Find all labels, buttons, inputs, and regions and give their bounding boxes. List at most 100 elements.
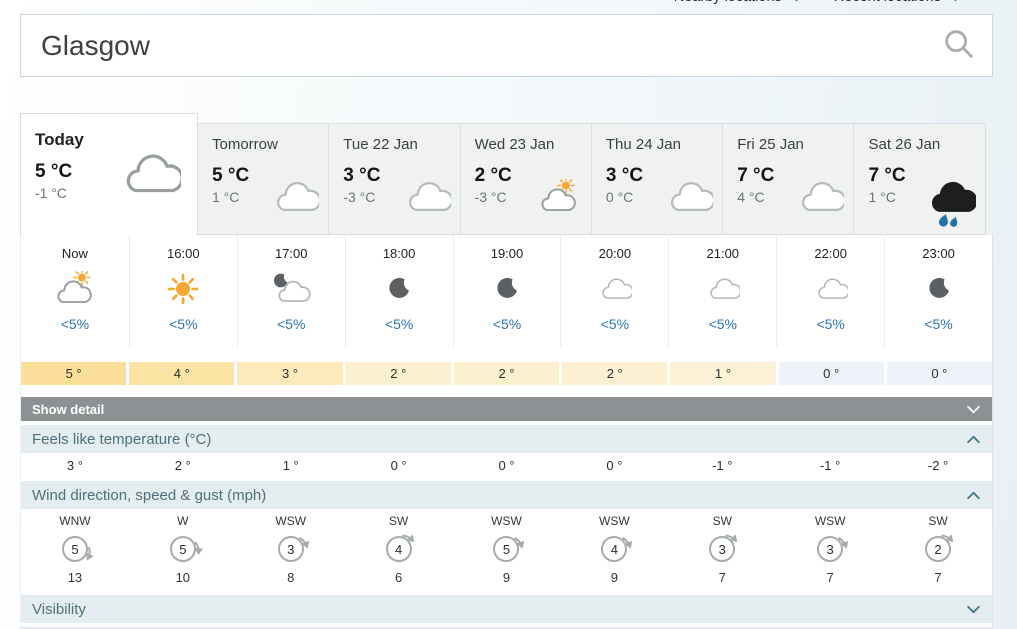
wind-cell: WNW 5 13 xyxy=(21,514,129,585)
day-label: Today xyxy=(35,130,84,149)
cloud-icon xyxy=(561,267,668,311)
wind-direction: WSW xyxy=(599,514,630,528)
hour-column-18-00: 18:00 <5% xyxy=(344,235,453,347)
temperature-cell: 2 ° xyxy=(345,362,451,385)
precipitation-chance: <5% xyxy=(924,316,953,332)
day-high-temp: 3 °C xyxy=(605,165,644,186)
wind-speed-icon: 3 xyxy=(271,529,311,569)
wind-cell: WSW 3 7 xyxy=(776,514,884,585)
feels-like-value: 0 ° xyxy=(390,457,407,473)
chevron-up-icon xyxy=(966,491,981,500)
day-label: Tomorrow xyxy=(212,136,278,153)
feels-like-value: 3 ° xyxy=(66,457,83,473)
day-tab-thu-24-jan[interactable]: Thu 24 Jan 3 °C 0 °C xyxy=(591,123,724,235)
day-label: Sat 26 Jan xyxy=(868,136,941,153)
search-button[interactable] xyxy=(942,27,976,64)
hour-column-17-00: 17:00 <5% xyxy=(236,235,345,347)
wind-direction: SW xyxy=(712,514,732,528)
precipitation-chance: <5% xyxy=(708,316,737,332)
location-nav: Nearby locations Recent locations xyxy=(674,0,963,5)
chevron-down-icon xyxy=(966,402,981,417)
day-low-temp: -3 °C xyxy=(343,189,376,205)
sun-cloud-icon xyxy=(536,176,582,220)
sun-cloud-icon xyxy=(21,267,129,311)
humidity-section-header[interactable]: Humidity xyxy=(21,627,992,629)
show-detail-bar[interactable]: Show detail xyxy=(21,397,992,421)
location-search-box xyxy=(20,14,993,77)
hourly-strip: Now <5% 16:00 <5% 17:00 <5% 18:00 <5% 19… xyxy=(21,235,992,347)
wind-speed-value: 2 xyxy=(925,536,952,562)
wind-cell: W 5 10 xyxy=(129,514,237,585)
wind-gust-value: 6 xyxy=(394,570,403,585)
wind-speed-icon: 3 xyxy=(702,529,742,569)
hour-time: 23:00 xyxy=(922,246,955,261)
wind-speed-icon: 5 xyxy=(486,529,526,569)
hour-column-19-00: 19:00 <5% xyxy=(452,235,561,347)
day-low-temp: 1 °C xyxy=(868,189,896,205)
day-label: Tue 22 Jan xyxy=(343,136,418,153)
hour-time: 22:00 xyxy=(814,246,847,261)
wind-speed-value: 4 xyxy=(385,536,412,562)
wind-cell: WSW 4 9 xyxy=(560,514,668,585)
temperature-cell: 2 ° xyxy=(562,362,668,385)
feels-like-value: -1 ° xyxy=(819,457,841,473)
day-tab-tomorrow[interactable]: Tomorrow 5 °C 1 °C xyxy=(198,123,330,235)
feels-like-section-header[interactable]: Feels like temperature (°C) xyxy=(21,425,992,453)
precipitation-chance: <5% xyxy=(384,316,414,332)
visibility-section-header[interactable]: Visibility xyxy=(21,595,992,623)
day-label: Thu 24 Jan xyxy=(605,136,681,153)
hour-time: 20:00 xyxy=(598,246,632,261)
hour-column-16-00: 16:00 <5% xyxy=(128,235,237,347)
day-label: Fri 25 Jan xyxy=(737,136,804,153)
wind-speed-icon: 4 xyxy=(594,529,634,569)
show-detail-label: Show detail xyxy=(32,401,105,417)
white-cloud-icon xyxy=(271,179,322,220)
wind-direction: WSW xyxy=(275,514,307,528)
day-tab-tue-22-jan[interactable]: Tue 22 Jan 3 °C -3 °C xyxy=(329,123,461,235)
hour-time: 21:00 xyxy=(706,246,740,261)
wind-speed-icon: 5 xyxy=(55,529,95,569)
chevron-down-icon xyxy=(966,605,981,614)
hour-column-23-00: 23:00 <5% xyxy=(884,235,992,347)
feels-like-value: 1 ° xyxy=(282,457,299,473)
temperature-cell: 0 ° xyxy=(778,362,884,385)
wind-gust-value: 13 xyxy=(67,570,83,585)
day-low-temp: 1 °C xyxy=(212,189,240,205)
chevron-down-icon xyxy=(789,0,804,2)
moon-icon xyxy=(885,267,992,311)
white-cloud-icon xyxy=(796,179,847,220)
magnifier-icon xyxy=(942,27,976,64)
wind-direction: W xyxy=(177,514,189,528)
precipitation-chance: <5% xyxy=(169,316,198,332)
white-cloud-icon xyxy=(665,179,716,220)
day-tab-wed-23-jan[interactable]: Wed 23 Jan 2 °C -3 °C xyxy=(460,123,592,235)
temperature-cell: 2 ° xyxy=(453,362,560,385)
wind-speed-value: 5 xyxy=(169,536,196,562)
feels-like-value: -2 ° xyxy=(927,457,949,473)
temperature-cell: 3 ° xyxy=(237,362,343,385)
precipitation-chance: <5% xyxy=(277,316,306,332)
day-tab-sat-26-jan[interactable]: Sat 26 Jan 7 °C 1 °C xyxy=(854,123,986,235)
hour-time: 18:00 xyxy=(382,246,416,261)
hour-time: Now xyxy=(61,246,88,261)
wind-values-row: WNW 5 13 W 5 10 WSW 3 xyxy=(21,509,992,591)
wind-speed-value: 5 xyxy=(493,536,520,562)
recent-locations-dropdown[interactable]: Recent locations xyxy=(834,0,963,5)
grey-cloud-icon xyxy=(119,152,184,201)
temperature-cell: 5 ° xyxy=(21,362,127,385)
feels-like-value: 2 ° xyxy=(174,457,191,473)
search-input[interactable] xyxy=(41,29,942,62)
wind-gust-value: 7 xyxy=(718,570,726,585)
wind-direction: WSW xyxy=(814,514,846,528)
wind-speed-icon: 2 xyxy=(918,529,958,569)
day-low-temp: -1 °C xyxy=(35,185,68,201)
day-high-temp: 7 °C xyxy=(737,165,775,186)
white-cloud-icon xyxy=(403,179,453,220)
wind-gust-value: 9 xyxy=(502,570,511,585)
day-tab-fri-25-jan[interactable]: Fri 25 Jan 7 °C 4 °C xyxy=(723,123,855,235)
wind-section-header[interactable]: Wind direction, speed & gust (mph) xyxy=(21,481,992,509)
day-tab-today[interactable]: Today 5 °C -1 °C xyxy=(20,113,198,235)
hour-time: 16:00 xyxy=(167,246,200,261)
nearby-locations-dropdown[interactable]: Nearby locations xyxy=(674,0,804,5)
